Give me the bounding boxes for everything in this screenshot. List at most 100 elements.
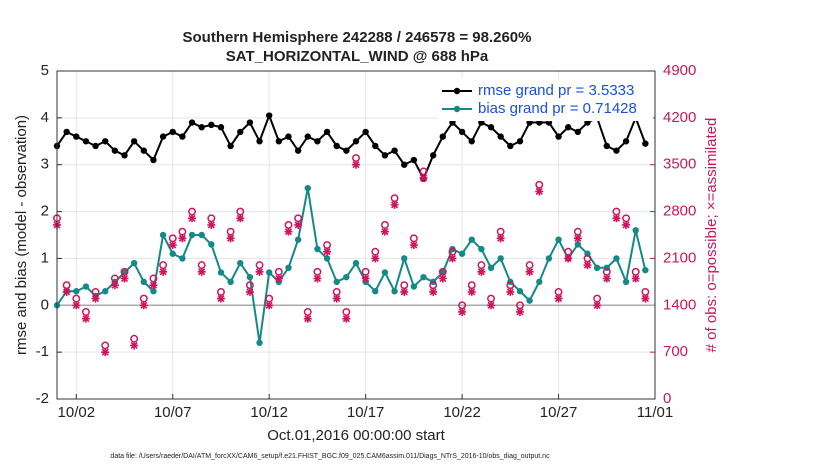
y2-tick-label: 1400 <box>663 296 696 313</box>
data-point <box>613 255 620 262</box>
obs-assimilated <box>622 220 631 229</box>
y2-tick-label: 2800 <box>663 203 696 220</box>
data-point <box>410 283 418 290</box>
y2-tick-label: 3500 <box>663 156 696 173</box>
data-point <box>497 133 504 140</box>
obs-assimilated <box>139 301 148 310</box>
data-point <box>82 138 90 145</box>
data-point <box>169 128 176 136</box>
data-point <box>323 255 331 262</box>
data-point <box>130 259 138 267</box>
data-point <box>352 259 360 267</box>
data-point <box>217 269 225 276</box>
obs-assimilated <box>342 314 351 323</box>
obs-assimilated <box>438 274 447 283</box>
data-point <box>159 133 167 140</box>
data-point <box>478 245 485 253</box>
data-point <box>622 138 630 145</box>
data-point <box>536 278 543 286</box>
data-point <box>516 288 524 295</box>
y-tick-label: -1 <box>36 343 49 360</box>
obs-assimilated <box>564 254 573 263</box>
obs-assimilated <box>130 341 139 350</box>
data-point <box>526 297 533 304</box>
data-point <box>285 264 292 271</box>
x-tick-label: 10/27 <box>540 404 578 421</box>
data-point <box>555 236 562 243</box>
data-point <box>217 124 225 131</box>
data-point <box>111 147 119 154</box>
obs-assimilated <box>101 348 110 357</box>
y2-tick-label: 4200 <box>663 109 696 126</box>
plot-area <box>57 71 655 399</box>
obs-assimilated <box>554 294 563 303</box>
obs-assimilated <box>313 274 322 283</box>
data-point <box>121 152 128 159</box>
data-point <box>63 128 70 136</box>
data-point <box>564 124 572 131</box>
data-point <box>227 278 234 286</box>
data-point <box>555 133 562 140</box>
data-point <box>429 152 437 159</box>
y2-tick-label: 4900 <box>663 62 696 79</box>
obs-assimilated <box>515 307 524 316</box>
obs-assimilated <box>197 267 206 276</box>
data-point <box>92 142 99 150</box>
obs-assimilated <box>487 301 496 310</box>
obs-assimilated <box>602 274 611 283</box>
obs-assimilated <box>641 294 650 303</box>
obs-assimilated <box>535 187 544 196</box>
data-point <box>391 147 398 154</box>
obs-assimilated <box>332 294 341 303</box>
y-tick-label: 0 <box>41 296 49 313</box>
obs-assimilated <box>265 301 274 310</box>
data-point <box>256 138 263 145</box>
obs-assimilated <box>371 254 380 263</box>
y-tick-label: 3 <box>41 156 49 173</box>
obs-assimilated <box>323 247 332 256</box>
legend-marker <box>453 105 461 113</box>
data-point <box>188 119 196 126</box>
obs-assimilated <box>467 287 476 296</box>
data-point <box>372 288 379 295</box>
data-point <box>632 227 639 234</box>
data-point <box>294 147 302 154</box>
data-point <box>401 255 408 262</box>
y2-axis-label: # of obs: o=possible; ×=assimilated <box>703 118 720 353</box>
obs-assimilated <box>361 274 370 283</box>
y-tick-label: 5 <box>41 62 49 79</box>
data-point <box>285 133 292 140</box>
y-axis-label: rmse and bias (model - observation) <box>13 115 30 355</box>
data-point <box>198 124 205 131</box>
obs-assimilated <box>303 314 312 323</box>
y-tick-label: 1 <box>41 249 49 266</box>
data-point <box>237 259 244 267</box>
obs-assimilated <box>159 267 168 276</box>
x-tick-label: 10/02 <box>58 404 96 421</box>
data-point <box>179 133 186 140</box>
obs-assimilated <box>120 274 129 283</box>
data-point <box>497 255 504 262</box>
data-point <box>304 133 311 140</box>
obs-assimilated <box>419 174 428 183</box>
data-point <box>545 255 553 262</box>
data-point <box>410 156 418 164</box>
data-point <box>265 269 273 276</box>
chart-subtitle: SAT_HORIZONTAL_WIND @ 688 hPa <box>226 48 489 65</box>
data-point <box>613 147 620 154</box>
obs-assimilated <box>612 214 621 223</box>
data-point <box>130 138 138 145</box>
obs-assimilated <box>496 234 505 243</box>
obs-assimilated <box>429 287 438 296</box>
data-point <box>439 133 447 140</box>
data-point <box>458 128 466 136</box>
data-point <box>102 138 109 145</box>
obs-assimilated <box>448 254 457 263</box>
obs-assimilated <box>62 287 71 296</box>
data-point <box>275 138 283 145</box>
data-point <box>381 269 389 276</box>
obs-assimilated <box>583 261 592 270</box>
obs-assimilated <box>255 267 264 276</box>
obs-assimilated <box>631 274 640 283</box>
data-point <box>593 264 601 271</box>
